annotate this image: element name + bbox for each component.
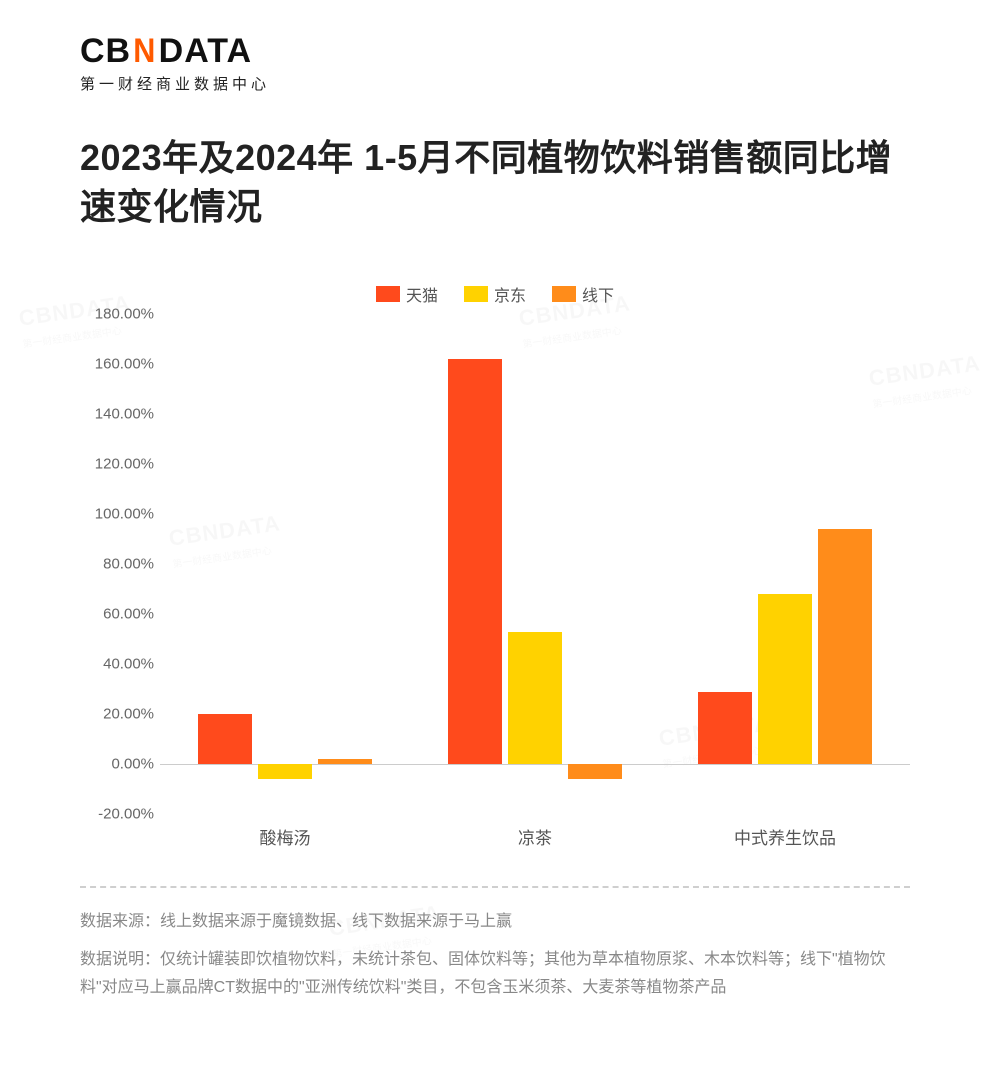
brand-logo-subtitle: 第一财经商业数据中心 <box>80 73 270 94</box>
x-axis-labels: 酸梅汤凉茶中式养生饮品 <box>160 824 910 849</box>
bar <box>818 529 872 764</box>
logo-part-left: CB <box>80 32 131 71</box>
y-axis-tick-label: 40.00% <box>103 656 154 673</box>
chart-legend: 天猫 京东 线下 <box>80 282 910 306</box>
y-axis-tick-label: 20.00% <box>103 706 154 723</box>
y-axis-tick-label: 140.00% <box>95 406 154 423</box>
logo-x-icon: N <box>133 32 156 71</box>
footnote-source: 数据来源：线上数据来源于魔镜数据、线下数据来源于马上赢 <box>80 908 910 936</box>
bar-group <box>160 314 410 814</box>
bar <box>758 594 812 764</box>
bar <box>318 759 372 764</box>
bar <box>698 692 752 765</box>
bar-group <box>660 314 910 814</box>
bar <box>508 632 562 765</box>
legend-swatch-icon <box>464 286 488 302</box>
chart-footnotes: 数据来源：线上数据来源于魔镜数据、线下数据来源于马上赢 数据说明：仅统计罐装即饮… <box>80 908 910 1002</box>
legend-label: 京东 <box>494 282 526 306</box>
chart-title: 2023年及2024年 1-5月不同植物饮料销售额同比增速变化情况 <box>80 134 910 231</box>
bar <box>198 714 252 764</box>
y-axis-tick-label: 180.00% <box>95 306 154 323</box>
legend-item: 线下 <box>552 282 614 306</box>
bar <box>448 359 502 764</box>
bar <box>568 764 622 779</box>
legend-label: 天猫 <box>406 282 438 306</box>
chart-plot-area: -20.00%0.00%20.00%40.00%60.00%80.00%100.… <box>160 314 910 814</box>
y-axis-tick-label: 160.00% <box>95 356 154 373</box>
brand-logo: CBNDATA 第一财经商业数据中心 <box>80 32 270 94</box>
bar-groups <box>160 314 910 814</box>
legend-item: 京东 <box>464 282 526 306</box>
y-axis-tick-label: 0.00% <box>111 756 154 773</box>
x-axis-tick-label: 酸梅汤 <box>160 824 410 849</box>
y-axis-labels: -20.00%0.00%20.00%40.00%60.00%80.00%100.… <box>80 314 154 814</box>
chart: 天猫 京东 线下 -20.00%0.00%20.00%40.00%60.00%8… <box>80 282 910 852</box>
legend-swatch-icon <box>552 286 576 302</box>
brand-logo-text: CBNDATA <box>80 32 270 71</box>
bar-group <box>410 314 660 814</box>
divider-line <box>80 886 910 888</box>
y-axis-tick-label: 60.00% <box>103 606 154 623</box>
x-axis-tick-label: 中式养生饮品 <box>660 824 910 849</box>
y-axis-tick-label: 120.00% <box>95 456 154 473</box>
logo-part-right: DATA <box>159 32 252 71</box>
y-axis-tick-label: -20.00% <box>98 806 154 823</box>
y-axis-tick-label: 100.00% <box>95 506 154 523</box>
legend-label: 线下 <box>582 282 614 306</box>
y-axis-tick-label: 80.00% <box>103 556 154 573</box>
legend-item: 天猫 <box>376 282 438 306</box>
footnote-note: 数据说明：仅统计罐装即饮植物饮料，未统计茶包、固体饮料等；其他为草本植物原浆、木… <box>80 946 910 1002</box>
x-axis-tick-label: 凉茶 <box>410 824 660 849</box>
legend-swatch-icon <box>376 286 400 302</box>
bar <box>258 764 312 779</box>
